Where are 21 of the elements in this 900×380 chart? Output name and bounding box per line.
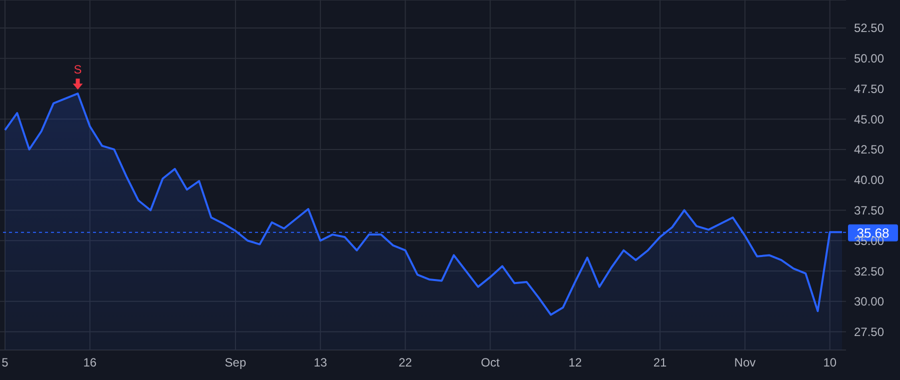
y-tick-label: 47.50 <box>854 82 884 96</box>
x-tick-label: 16 <box>83 356 97 370</box>
x-tick-label: 10 <box>823 356 837 370</box>
x-tick-label: 21 <box>653 356 668 370</box>
x-tick-label: 13 <box>314 356 328 370</box>
y-tick-label: 52.50 <box>854 21 884 36</box>
x-tick-label: 12 <box>568 356 582 370</box>
y-tick-label: 37.50 <box>854 204 884 218</box>
x-tick-label: Nov <box>734 356 756 370</box>
y-tick-label: 42.50 <box>854 142 884 157</box>
x-tick-label: 22 <box>398 356 412 370</box>
x-tick-label: 5 <box>2 356 9 370</box>
x-tick-label: Oct <box>480 356 500 370</box>
y-tick-label: 45.00 <box>854 112 884 126</box>
y-tick-label: 27.50 <box>854 325 884 340</box>
annotation: S <box>74 62 82 77</box>
y-tick-label: 32.50 <box>854 264 884 278</box>
y-tick-label: 50.00 <box>854 52 884 66</box>
y-tick-label: 30.00 <box>854 294 884 309</box>
x-tick-label: Sep <box>224 356 246 370</box>
y-tick-label: 40.00 <box>854 173 884 188</box>
